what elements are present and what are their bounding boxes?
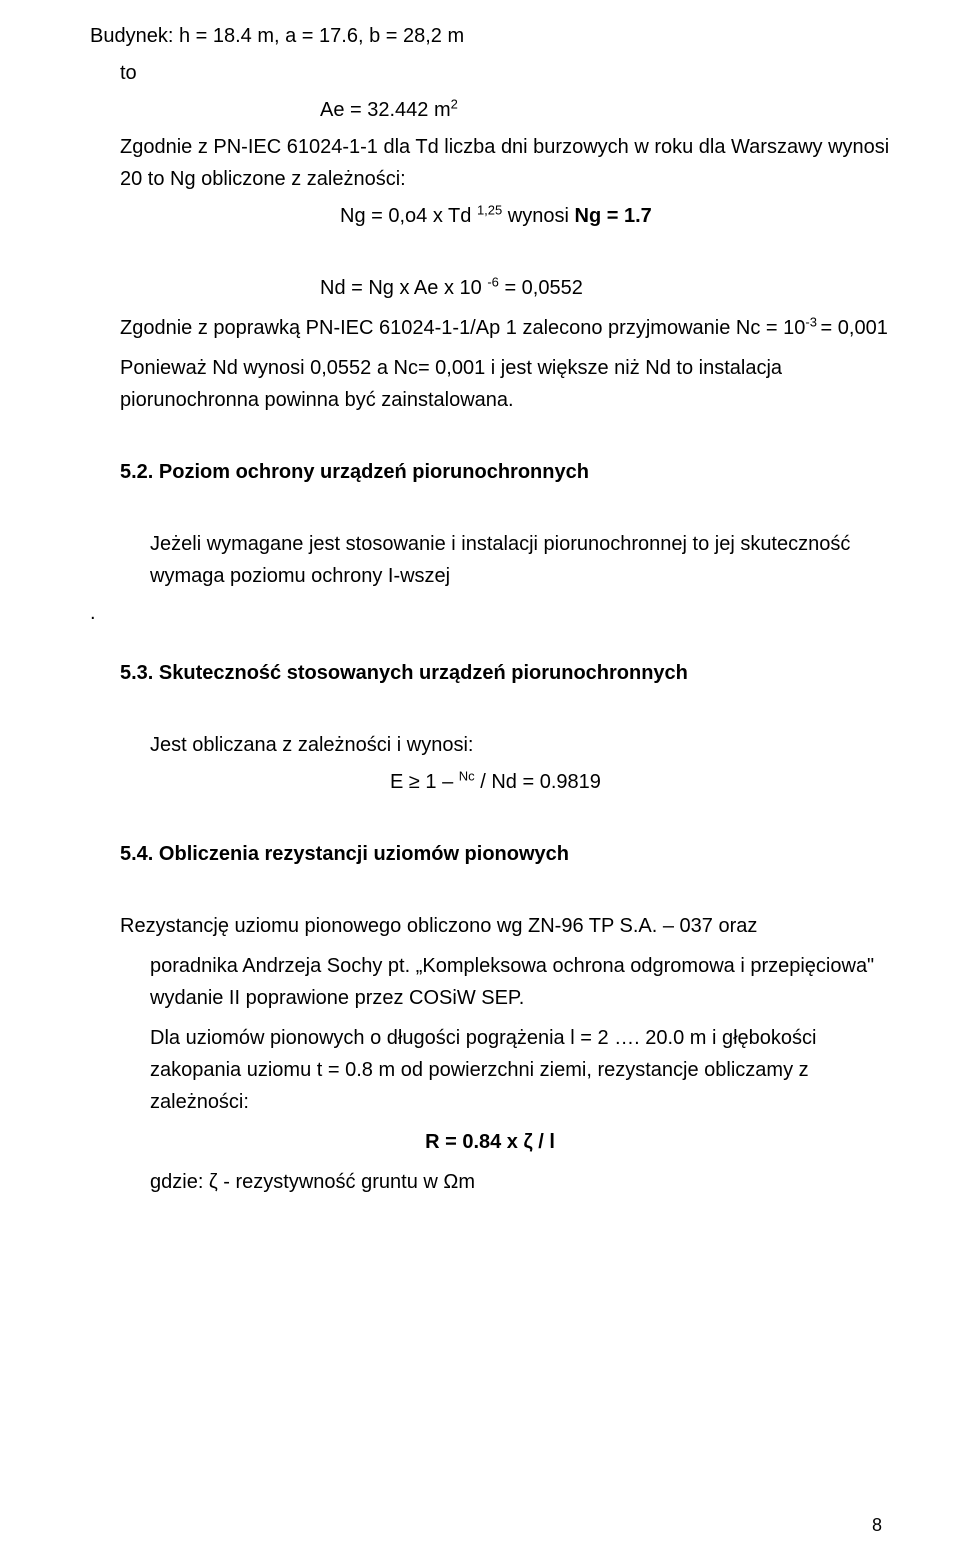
pop-c: = 0,001 (821, 317, 888, 339)
f53-c: / Nd = 0.9819 (475, 771, 601, 793)
f53-a: E ≥ 1 – (390, 771, 459, 793)
text-zgodnie-poprawka: Zgodnie z poprawką PN-IEC 61024-1-1/Ap 1… (120, 312, 890, 344)
text-54-p4: gdzie: ζ - rezystywność gruntu w Ωm (150, 1166, 890, 1198)
nd-c: = 0,0552 (499, 277, 583, 299)
ae-sup: 2 (451, 96, 458, 111)
f53-sup: Nc (459, 768, 475, 783)
pop-a: Zgodnie z poprawką PN-IEC 61024-1-1/Ap 1… (120, 317, 805, 339)
pop-sup: -3 (805, 314, 820, 329)
heading-53: 5.3. Skuteczność stosowanych urządzeń pi… (120, 657, 890, 689)
page-number: 8 (872, 1515, 882, 1536)
nd-sup: -6 (487, 274, 499, 289)
ng-sup: 1,25 (477, 202, 502, 217)
heading-52: 5.2. Poziom ochrony urządzeń piorunochro… (120, 456, 890, 488)
text-to: to (120, 57, 890, 89)
text-building-dims: Budynek: h = 18.4 m, a = 17.6, b = 28,2 … (90, 20, 890, 52)
text-poniewaz: Ponieważ Nd wynosi 0,0552 a Nc= 0,001 i … (120, 352, 890, 416)
text-52-body: Jeżeli wymagane jest stosowanie i instal… (150, 528, 890, 592)
text-52-dot: . (90, 597, 890, 629)
text-53-body: Jest obliczana z zależności i wynosi: (150, 729, 890, 761)
text-ng-formula: Ng = 0,o4 x Td 1,25 wynosi Ng = 1.7 (340, 200, 890, 232)
ng-c: wynosi (502, 205, 574, 227)
text-53-formula: E ≥ 1 – Nc / Nd = 0.9819 (390, 766, 890, 798)
text-54-formula: R = 0.84 x ζ / l (90, 1126, 890, 1158)
text-54-p2: poradnika Andrzeja Sochy pt. „Kompleksow… (150, 950, 890, 1014)
ng-a: Ng = 0,o4 x Td (340, 205, 477, 227)
text-54-p3: Dla uziomów pionowych o długości pogrąże… (150, 1022, 890, 1118)
text-zgodnie-pniec: Zgodnie z PN-IEC 61024-1-1 dla Td liczba… (120, 131, 890, 195)
ae-value: Ae = 32.442 m (320, 99, 451, 121)
text-nd-formula: Nd = Ng x Ae x 10 -6 = 0,0552 (320, 272, 890, 304)
nd-a: Nd = Ng x Ae x 10 (320, 277, 487, 299)
text-54-p1: Rezystancję uziomu pionowego obliczono w… (120, 910, 890, 942)
text-ae: Ae = 32.442 m2 (320, 94, 890, 126)
heading-54: 5.4. Obliczenia rezystancji uziomów pion… (120, 838, 890, 870)
ng-result: Ng = 1.7 (575, 205, 652, 227)
